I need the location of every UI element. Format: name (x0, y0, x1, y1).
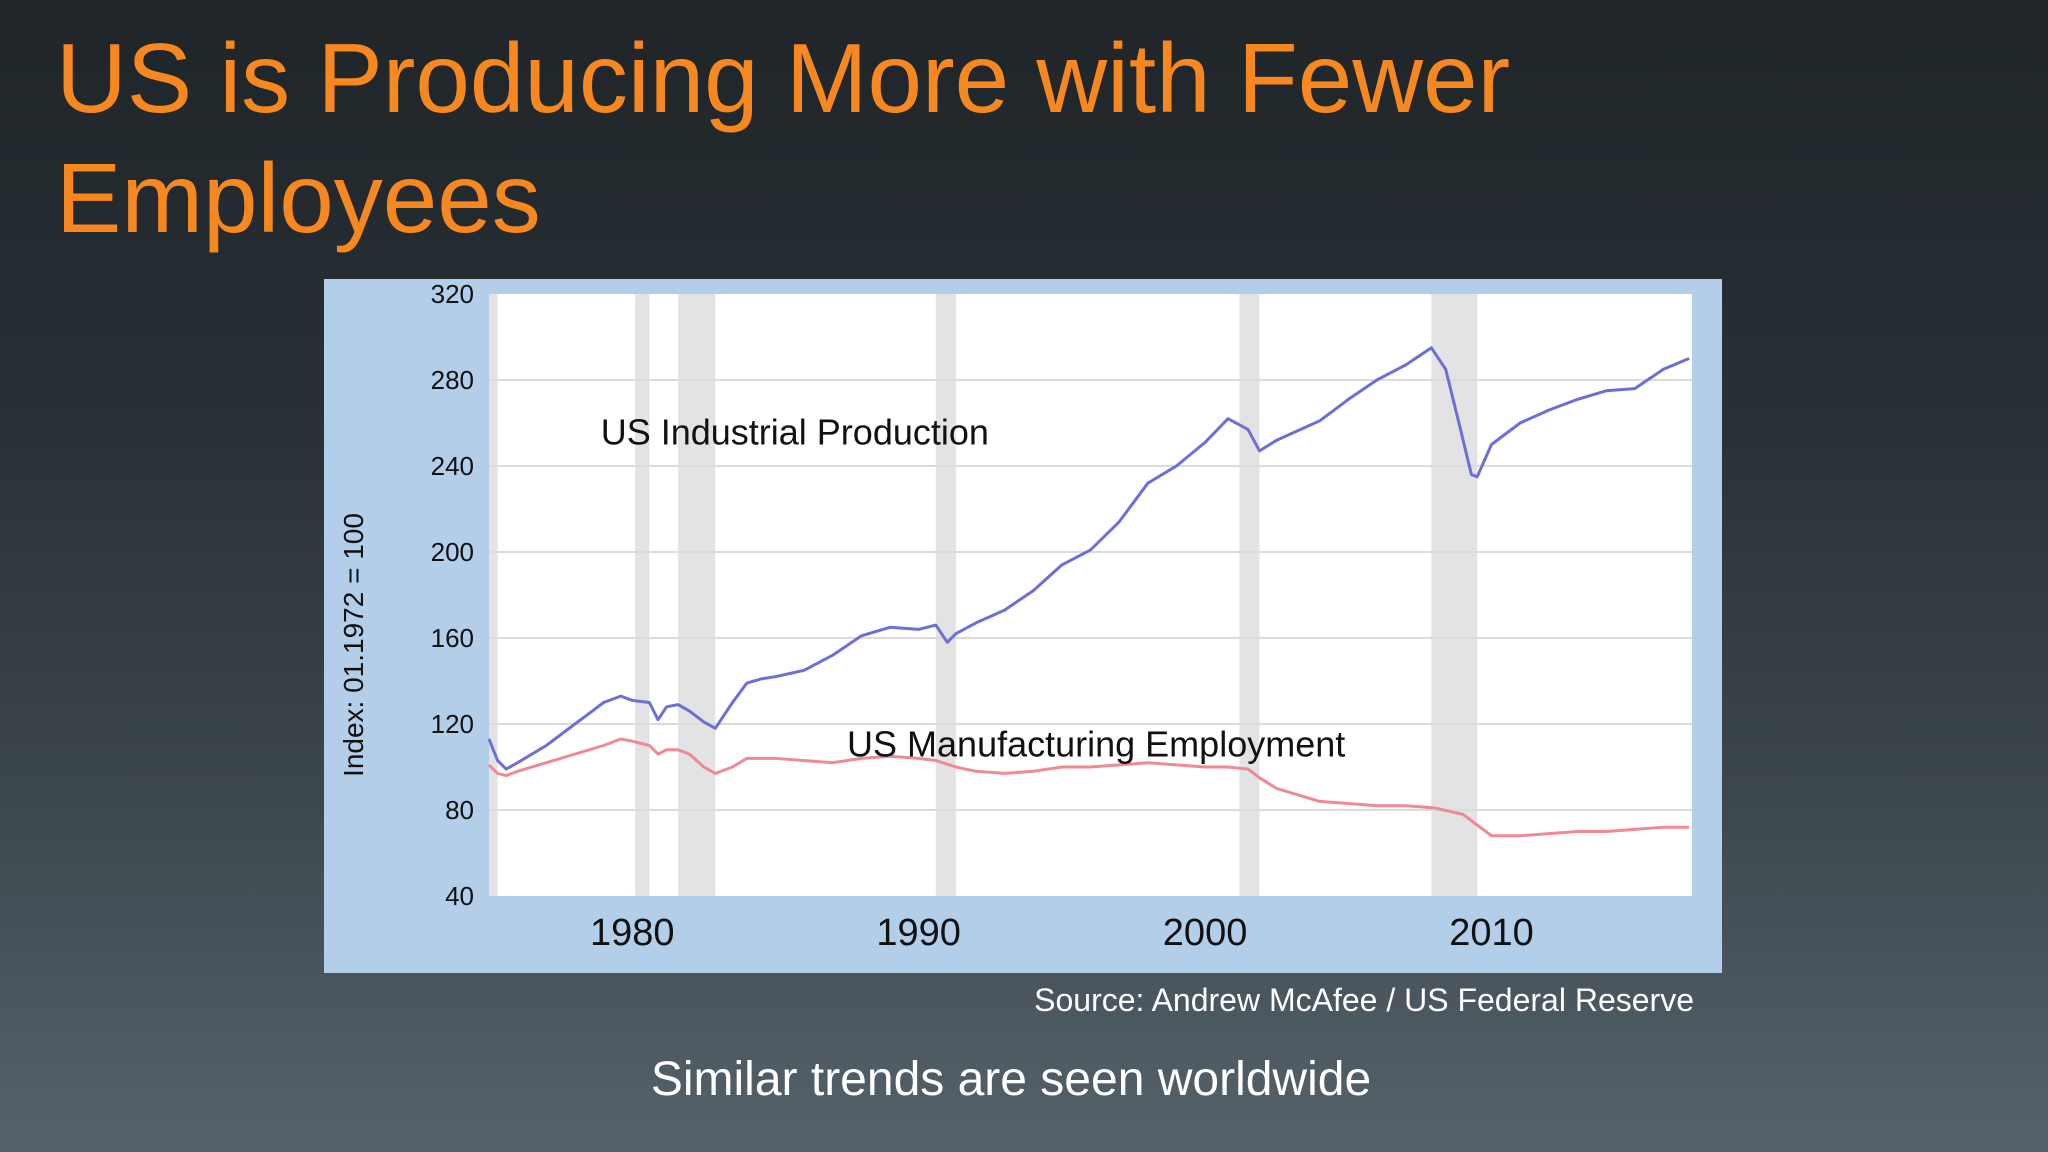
recession-band (678, 294, 716, 896)
series-label: US Industrial Production (601, 412, 989, 453)
x-tick-label: 1980 (590, 912, 675, 954)
plot-background (489, 294, 1692, 896)
recession-band (1431, 294, 1478, 896)
y-axis-label: Index: 01.1972 = 100 (338, 513, 369, 777)
recession-band (935, 294, 956, 896)
recession-band (635, 294, 650, 896)
y-tick-label: 280 (431, 365, 474, 395)
y-tick-label: 120 (431, 709, 474, 739)
series-label: US Manufacturing Employment (847, 723, 1345, 764)
y-tick-label: 80 (445, 795, 474, 825)
slide-caption: Similar trends are seen worldwide (650, 1053, 1372, 1106)
series-line (487, 737, 1690, 838)
series-line (487, 346, 1690, 771)
x-tick-label: 2000 (1163, 912, 1248, 954)
x-tick-labels: 1980 1990 2000 2010 (590, 912, 1534, 954)
y-tick-label: 240 (431, 451, 474, 481)
gridlines (489, 379, 1692, 811)
y-tick-label: 200 (431, 537, 474, 567)
source-note: Source: Andrew McAfee / US Federal Reser… (1034, 982, 1694, 1018)
y-tick-label: 40 (445, 881, 474, 911)
series-labels: US Industrial Production US Manufacturing… (601, 412, 1346, 765)
recession-band (489, 294, 498, 896)
y-tick-label: 160 (431, 623, 474, 653)
recession-band (1239, 294, 1260, 896)
series-lines (487, 346, 1690, 838)
y-tick-label: 320 (431, 279, 474, 309)
x-tick-label: 1990 (876, 912, 961, 954)
x-tick-label: 2010 (1449, 912, 1534, 954)
chart-panel: 40 80 120 160 200 240 280 320 1980 1990 2000 2010 … (324, 279, 1722, 973)
recession-bands (489, 294, 1478, 896)
slide-title: US is Producing More with Fewer Employee… (56, 23, 1511, 253)
y-tick-labels: 40 80 120 160 200 240 280 320 (431, 279, 474, 911)
